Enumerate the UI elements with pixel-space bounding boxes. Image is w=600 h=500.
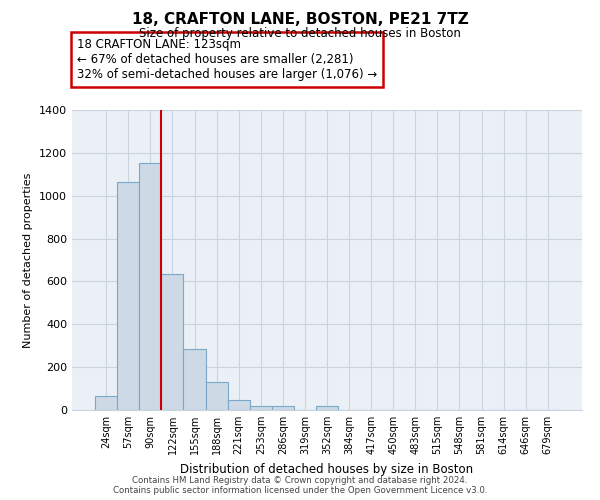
Bar — [117, 182, 139, 410]
Bar — [227, 400, 250, 410]
X-axis label: Distribution of detached houses by size in Boston: Distribution of detached houses by size … — [181, 462, 473, 475]
Bar — [272, 406, 294, 410]
Text: 18, CRAFTON LANE, BOSTON, PE21 7TZ: 18, CRAFTON LANE, BOSTON, PE21 7TZ — [131, 12, 469, 28]
Text: Size of property relative to detached houses in Boston: Size of property relative to detached ho… — [139, 28, 461, 40]
Y-axis label: Number of detached properties: Number of detached properties — [23, 172, 34, 348]
Bar — [316, 406, 338, 410]
Text: Contains public sector information licensed under the Open Government Licence v3: Contains public sector information licen… — [113, 486, 487, 495]
Bar — [206, 382, 227, 410]
Bar — [250, 406, 272, 410]
Text: 18 CRAFTON LANE: 123sqm
← 67% of detached houses are smaller (2,281)
32% of semi: 18 CRAFTON LANE: 123sqm ← 67% of detache… — [77, 38, 377, 81]
Bar — [161, 274, 184, 410]
Bar — [139, 162, 161, 410]
Bar — [95, 396, 117, 410]
Bar — [184, 349, 206, 410]
Text: Contains HM Land Registry data © Crown copyright and database right 2024.: Contains HM Land Registry data © Crown c… — [132, 476, 468, 485]
